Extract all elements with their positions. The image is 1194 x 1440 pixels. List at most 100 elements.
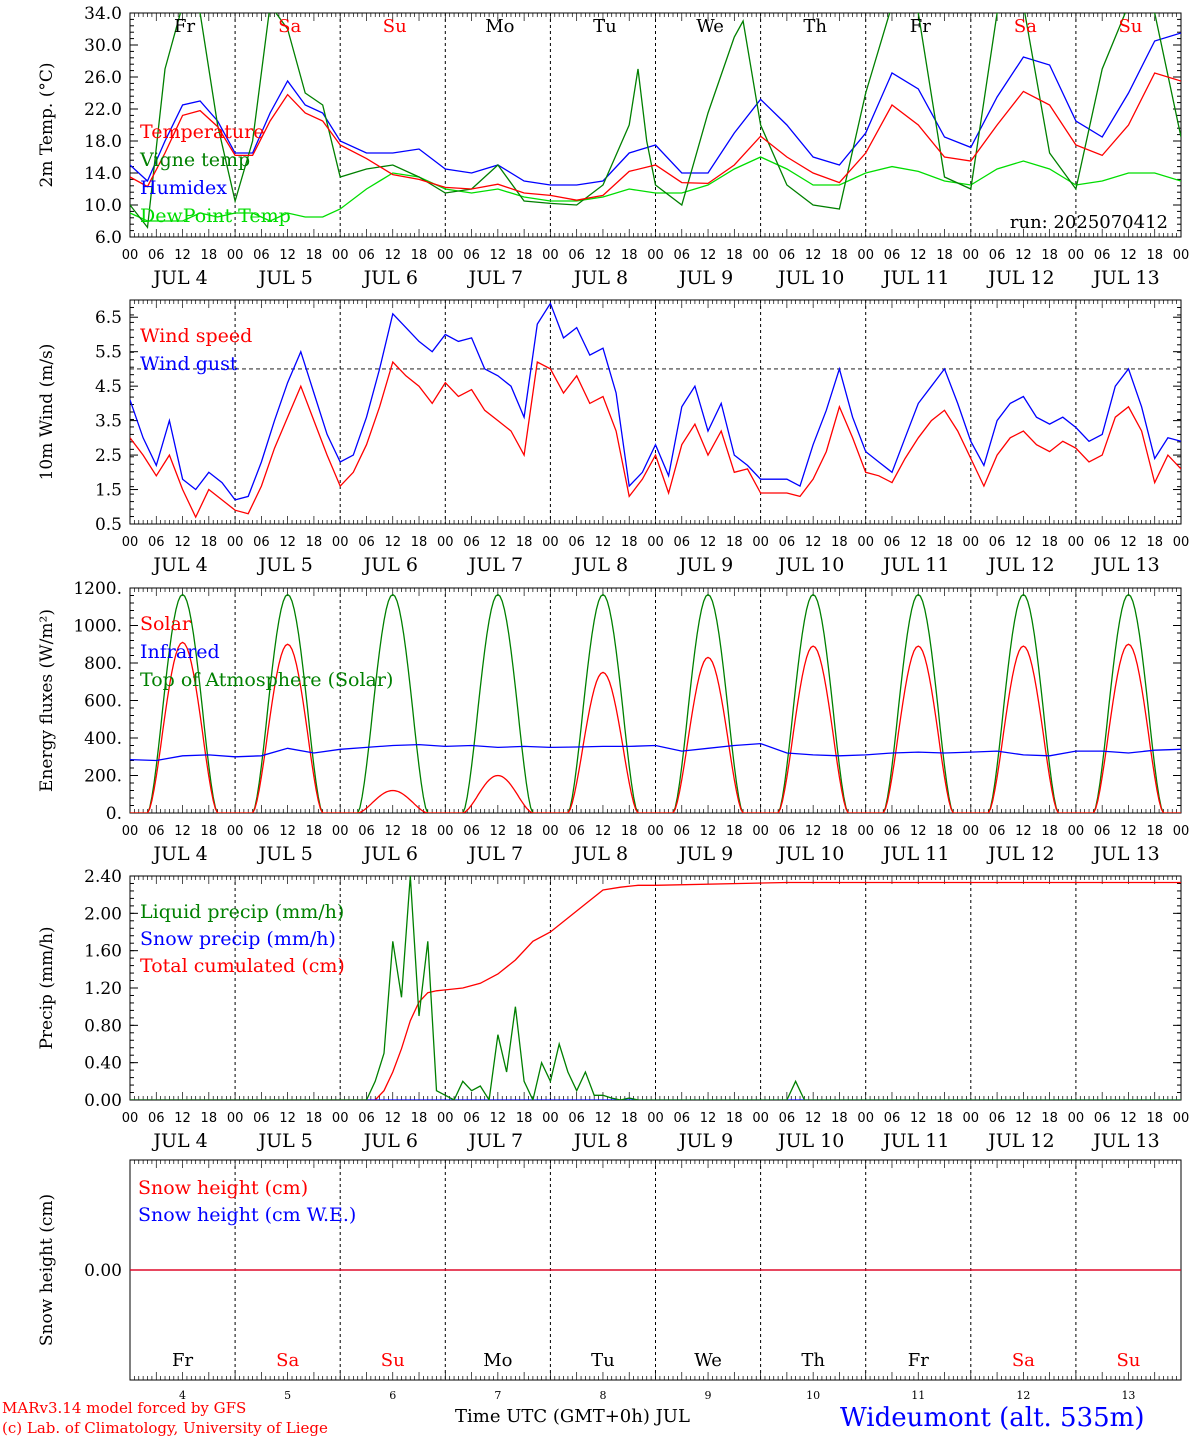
- weekday-label-bottom: Su: [381, 1350, 405, 1371]
- hour-tick-label: 06: [674, 248, 691, 263]
- hour-tick-label: 06: [568, 535, 585, 550]
- day-label: JUL 12: [986, 267, 1054, 289]
- hour-tick-label: 00: [647, 1111, 664, 1126]
- weekday-label: We: [696, 16, 724, 37]
- hour-tick-label: 06: [779, 1111, 796, 1126]
- hour-tick-label: 00: [1173, 1111, 1190, 1126]
- hour-tick-label: 00: [963, 1111, 980, 1126]
- hour-tick-label: 12: [805, 1111, 822, 1126]
- hour-tick-label: 00: [752, 1111, 769, 1126]
- legend-label: Vigne temp: [139, 149, 250, 171]
- hour-tick-label: 00: [332, 1111, 349, 1126]
- y-tick-label: 5.5: [95, 343, 122, 363]
- date-number: 12: [1016, 1389, 1030, 1402]
- hour-tick-label: 18: [516, 535, 533, 550]
- weekday-label-bottom: Fr: [908, 1350, 929, 1371]
- hour-tick-label: 12: [279, 824, 296, 839]
- day-label: JUL 11: [881, 843, 949, 865]
- y-tick-label: 200.: [84, 767, 122, 787]
- hour-tick-label: 18: [1041, 535, 1058, 550]
- y-tick-label: 34.0: [84, 4, 122, 24]
- weekday-label-bottom: Su: [1116, 1350, 1140, 1371]
- hour-tick-label: 06: [884, 535, 901, 550]
- legend-label: DewPoint Temp: [140, 205, 291, 227]
- hour-tick-label: 00: [752, 824, 769, 839]
- hour-tick-label: 18: [201, 535, 218, 550]
- day-label: JUL 4: [151, 554, 207, 576]
- y-tick-label: 0.00: [84, 1091, 122, 1111]
- hour-tick-label: 00: [227, 824, 244, 839]
- hour-tick-label: 12: [384, 824, 401, 839]
- date-number: 11: [911, 1389, 925, 1402]
- credit-line-2: (c) Lab. of Climatology, University of L…: [2, 1419, 328, 1437]
- hour-tick-label: 18: [516, 1111, 533, 1126]
- legend-label: Top of Atmosphere (Solar): [140, 669, 393, 691]
- series-line-solar: [130, 641, 1181, 813]
- x-axis-title: Time UTC (GMT+0h) JUL: [455, 1406, 690, 1427]
- day-label: JUL 8: [572, 554, 628, 576]
- y-tick-label: 1.20: [84, 979, 122, 999]
- hour-tick-label: 00: [1068, 1111, 1085, 1126]
- hour-tick-label: 18: [411, 248, 428, 263]
- hour-tick-label: 12: [384, 248, 401, 263]
- hour-tick-label: 06: [148, 1111, 165, 1126]
- hour-tick-label: 06: [568, 1111, 585, 1126]
- hour-tick-label: 12: [700, 824, 717, 839]
- hour-tick-label: 06: [1094, 248, 1111, 263]
- hour-tick-label: 18: [306, 535, 323, 550]
- day-label: JUL 8: [572, 267, 628, 289]
- day-label: JUL 9: [677, 1130, 733, 1152]
- series-line-dewpoint-temp: [130, 156, 1181, 222]
- date-number: 6: [389, 1389, 396, 1402]
- weekday-label-bottom: Tu: [591, 1350, 615, 1371]
- legend-label: Solar: [140, 613, 192, 635]
- weekday-label: Sa: [278, 16, 301, 37]
- weekday-label-bottom: Mo: [483, 1350, 512, 1371]
- hour-tick-label: 18: [1041, 1111, 1058, 1126]
- hour-tick-label: 12: [700, 535, 717, 550]
- hour-tick-label: 12: [700, 1111, 717, 1126]
- hour-tick-label: 18: [831, 535, 848, 550]
- series-line-vigne-temp: [130, 13, 1181, 230]
- date-number: 7: [494, 1389, 501, 1402]
- series-line-infrared: [130, 742, 1181, 762]
- day-label: JUL 12: [986, 1130, 1054, 1152]
- hour-tick-label: 18: [1041, 248, 1058, 263]
- y-tick-label: 1000.: [73, 617, 122, 637]
- series-line-humidex: [130, 32, 1181, 186]
- day-label: JUL 13: [1091, 554, 1159, 576]
- date-number: 5: [284, 1389, 291, 1402]
- hour-tick-label: 00: [542, 248, 559, 263]
- hour-tick-label: 00: [1173, 824, 1190, 839]
- day-label: JUL 12: [986, 554, 1054, 576]
- day-label: JUL 4: [151, 843, 207, 865]
- hour-tick-label: 06: [148, 535, 165, 550]
- hour-tick-label: 12: [174, 535, 191, 550]
- hour-tick-label: 12: [1120, 824, 1137, 839]
- hour-tick-label: 12: [805, 824, 822, 839]
- date-number: 10: [806, 1389, 820, 1402]
- day-label: JUL 13: [1091, 1130, 1159, 1152]
- hour-tick-label: 12: [1120, 248, 1137, 263]
- y-axis-title: 10m Wind (m/s): [37, 344, 57, 481]
- hour-tick-label: 06: [1094, 824, 1111, 839]
- y-tick-label: 18.0: [84, 132, 122, 152]
- plot-frame-1: [129, 12, 1182, 238]
- day-label: JUL 5: [256, 1130, 312, 1152]
- hour-tick-label: 00: [122, 535, 139, 550]
- weekday-label: Sa: [1014, 16, 1037, 37]
- weekday-label-bottom: Fr: [172, 1350, 193, 1371]
- series-line-liquid-precip-mm-h-: [130, 876, 1181, 1100]
- day-label: JUL 5: [256, 843, 312, 865]
- y-axis-title: 2m Temp. (°C): [37, 62, 57, 187]
- hour-tick-label: 00: [227, 535, 244, 550]
- hour-tick-label: 06: [674, 824, 691, 839]
- hour-tick-label: 06: [884, 1111, 901, 1126]
- hour-tick-label: 06: [253, 535, 270, 550]
- hour-tick-label: 12: [700, 248, 717, 263]
- hour-tick-label: 18: [411, 535, 428, 550]
- hour-tick-label: 06: [989, 1111, 1006, 1126]
- day-label: JUL 5: [256, 267, 312, 289]
- y-tick-label: 1.5: [95, 481, 122, 501]
- date-number: 8: [599, 1389, 606, 1402]
